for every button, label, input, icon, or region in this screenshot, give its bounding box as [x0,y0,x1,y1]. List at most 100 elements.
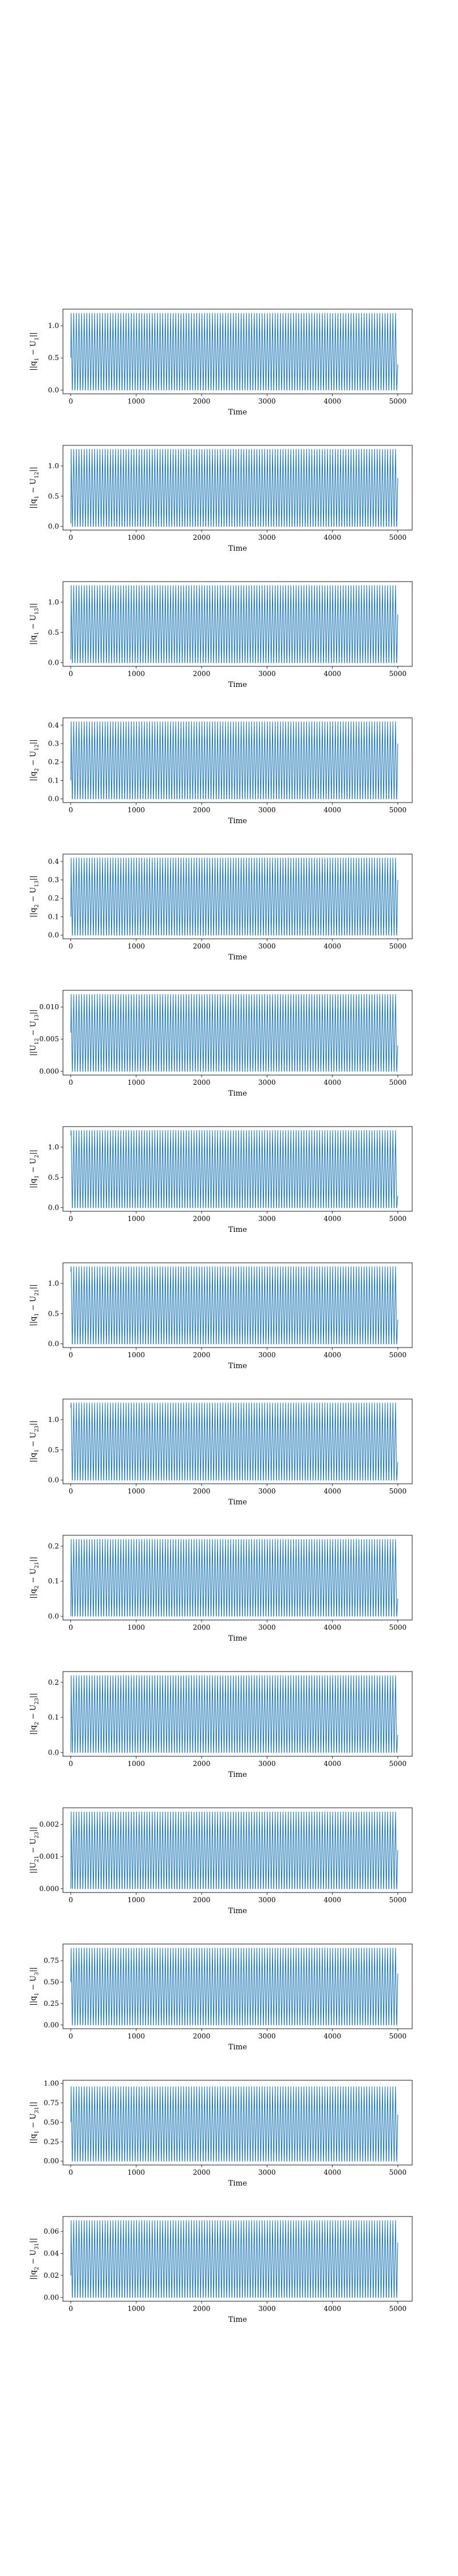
x-axis-label: Time [228,408,247,417]
y-tick-label: 0.0 [48,1612,59,1620]
x-tick-label: 3000 [258,397,276,405]
y-axis-label: ||q2 − U23|| [29,1693,40,1735]
x-tick-label: 4000 [323,942,341,950]
subplot-1: 0 1000 2000 3000 4000 5000 0.0 0.5 1.0 Time ||q1 −… [29,309,413,417]
series-line-10-1 [70,1539,398,1617]
series-line-12-1 [70,1811,398,1889]
subplot-6: 0 1000 2000 3000 4000 5000 0.000 0.005 0.010 Time… [29,990,413,1098]
subplot-11: 0 1000 2000 3000 4000 5000 0.0 0.1 0.2 Time ||q2 −… [29,1671,413,1779]
x-tick-label: 2000 [193,534,211,542]
x-tick-label: 1000 [128,1078,145,1086]
x-tick-label: 0 [69,1215,73,1223]
y-tick-label: 0.25 [44,2000,59,2008]
x-tick-label: 5000 [389,942,407,950]
x-tick-label: 5000 [389,2032,407,2040]
x-tick-label: 1000 [128,2032,145,2040]
y-tick-label: 0.010 [40,1003,59,1011]
y-tick-label: 0.02 [44,2271,59,2279]
y-axis-label: ||q2 − U31|| [29,2238,40,2279]
x-tick-label: 3000 [258,806,276,814]
y-tick-label: 0.5 [48,354,59,362]
y-tick-label: 0.5 [48,1174,59,1182]
y-tick-label: 0.06 [44,2227,59,2235]
x-tick-label: 0 [69,670,73,678]
y-tick-label: 0.3 [48,740,59,748]
x-tick-label: 3000 [258,2168,276,2176]
y-axis-label: ||q1 − U21|| [29,1284,40,1326]
subplot-10: 0 1000 2000 3000 4000 5000 0.0 0.1 0.2 Time ||q2 −… [29,1535,413,1643]
y-tick-label: 0.5 [48,492,59,500]
x-tick-label: 3000 [258,942,276,950]
x-tick-label: 3000 [258,2032,276,2040]
x-tick-label: 4000 [323,534,341,542]
series-line-4-1 [70,721,398,800]
x-tick-label: 4000 [323,670,341,678]
subplot-4: 0 1000 2000 3000 4000 5000 0.0 0.1 0.2 0.3 0.4 Time… [29,717,413,825]
x-tick-label: 2000 [193,806,211,814]
y-tick-label: 0.2 [48,894,59,902]
x-axis-label: Time [228,1089,247,1098]
y-tick-label: 0.0 [48,386,59,394]
x-tick-label: 5000 [389,2305,407,2313]
y-tick-label: 1.0 [48,1279,59,1287]
x-axis-label: Time [228,1362,247,1370]
x-tick-label: 2000 [193,2032,211,2040]
y-axis-label: ||q2 − U13|| [29,875,40,917]
subplot-5: 0 1000 2000 3000 4000 5000 0.0 0.1 0.2 0.3 0.4 Time… [29,854,413,962]
x-tick-label: 3000 [258,1896,276,1904]
x-tick-label: 0 [69,397,73,405]
y-tick-label: 0.0 [48,1340,59,1348]
y-tick-label: 0.2 [48,1542,59,1550]
x-tick-label: 0 [69,1351,73,1359]
x-axis-label: Time [228,1634,247,1643]
x-tick-label: 4000 [323,1487,341,1495]
x-tick-label: 2000 [193,1487,211,1495]
y-tick-label: 0.00 [44,2021,59,2029]
y-axis-label: ||q1 − U2|| [29,1149,40,1188]
axes-frame [62,445,413,531]
x-tick-label: 3000 [258,1623,276,1631]
y-axis-label: ||q2 − U21|| [29,1556,40,1598]
x-tick-label: 0 [69,1760,73,1768]
subplot-12: 0 1000 2000 3000 4000 5000 0.000 0.001 0.002 Time… [29,1807,413,1915]
x-tick-label: 3000 [258,534,276,542]
x-tick-label: 2000 [193,1896,211,1904]
x-tick-label: 1000 [128,2305,145,2313]
axes-frame [62,1807,413,1893]
axes-frame [62,1671,413,1757]
axes-frame [62,990,413,1076]
x-tick-label: 1000 [128,670,145,678]
y-tick-label: 0.0 [48,795,59,803]
y-tick-label: 0.0 [48,1476,59,1484]
y-tick-label: 0.1 [48,912,59,920]
x-tick-label: 0 [69,942,73,950]
y-tick-label: 0.2 [48,1678,59,1686]
x-axis-label: Time [228,544,247,553]
x-tick-label: 4000 [323,2305,341,2313]
series-line-8-1 [70,1266,398,1345]
x-axis-label: Time [228,2316,247,2324]
x-tick-label: 5000 [389,1487,407,1495]
y-tick-label: 0.50 [44,2118,59,2126]
axes-frame [62,1126,413,1212]
y-tick-label: 1.0 [48,462,59,470]
axes-frame [62,1398,413,1484]
y-tick-label: 0.0 [48,931,59,939]
y-tick-label: 0.0 [48,1204,59,1212]
x-tick-label: 2000 [193,670,211,678]
x-tick-label: 3000 [258,1487,276,1495]
axes-frame [62,854,413,939]
series-line-15-1 [70,2220,398,2298]
y-axis-label: ||q1 − U12|| [29,467,40,508]
x-tick-label: 1000 [128,1896,145,1904]
series-line-13-1 [70,1947,398,2025]
y-tick-label: 0.1 [48,1713,59,1721]
x-axis-label: Time [228,2043,247,2052]
y-tick-label: 0.25 [44,2138,59,2146]
x-tick-label: 4000 [323,2032,341,2040]
y-tick-label: 0.001 [40,1852,59,1860]
x-tick-label: 4000 [323,1760,341,1768]
x-tick-label: 1000 [128,397,145,405]
y-axis-label: ||q1 − U1|| [29,332,40,370]
